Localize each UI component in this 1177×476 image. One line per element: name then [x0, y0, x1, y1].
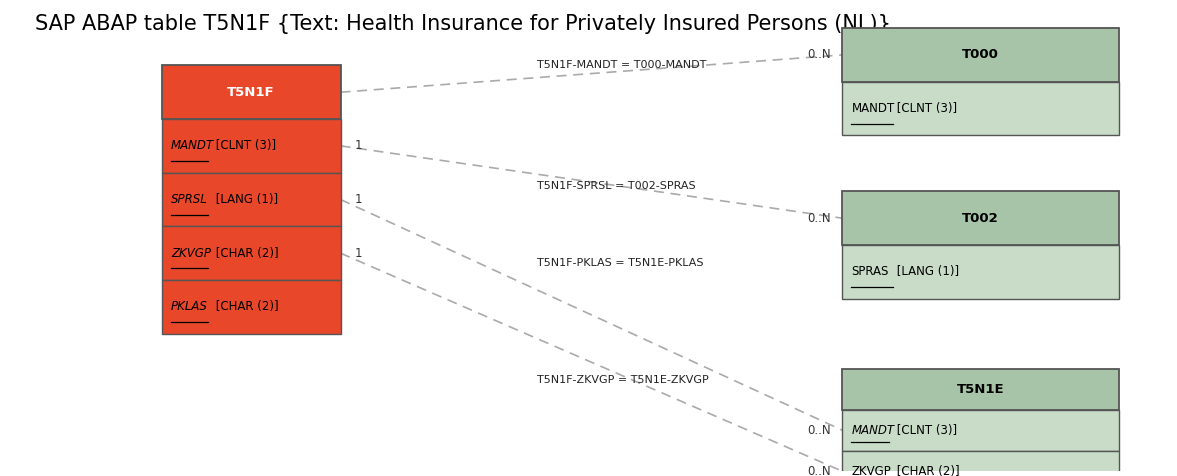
Bar [161, 227, 340, 280]
Text: ZKVGP: ZKVGP [171, 247, 211, 260]
Text: T5N1F-SPRSL = T002-SPRAS: T5N1F-SPRSL = T002-SPRAS [537, 181, 696, 191]
Text: ZKVGP: ZKVGP [851, 465, 891, 476]
Bar [161, 65, 340, 119]
Text: 1: 1 [354, 247, 361, 260]
Bar [843, 451, 1119, 476]
Bar [161, 119, 340, 173]
Text: [CLNT (3)]: [CLNT (3)] [893, 424, 957, 436]
Text: [CHAR (2)]: [CHAR (2)] [893, 465, 959, 476]
Text: 0..N: 0..N [807, 49, 831, 61]
Text: [LANG (1)]: [LANG (1)] [893, 265, 959, 278]
Text: SAP ABAP table T5N1F {Text: Health Insurance for Privately Insured Persons (NL)}: SAP ABAP table T5N1F {Text: Health Insur… [35, 14, 891, 34]
Bar [843, 410, 1119, 451]
Text: T5N1F-PKLAS = T5N1E-PKLAS: T5N1F-PKLAS = T5N1E-PKLAS [537, 258, 703, 268]
Bar [843, 82, 1119, 135]
Bar [843, 368, 1119, 410]
Bar [161, 280, 340, 334]
Text: 0..N: 0..N [807, 424, 831, 436]
Text: SPRAS: SPRAS [851, 265, 889, 278]
Text: T5N1E: T5N1E [957, 383, 1004, 396]
Bar [843, 191, 1119, 245]
Text: MANDT: MANDT [851, 102, 895, 115]
Text: [CLNT (3)]: [CLNT (3)] [893, 102, 957, 115]
Text: T5N1F-MANDT = T000-MANDT: T5N1F-MANDT = T000-MANDT [537, 60, 706, 70]
Text: [CHAR (2)]: [CHAR (2)] [213, 300, 279, 313]
Bar [843, 245, 1119, 298]
Bar [843, 28, 1119, 82]
Text: 1: 1 [354, 139, 361, 152]
Text: MANDT: MANDT [851, 424, 895, 436]
Text: 1: 1 [354, 193, 361, 206]
Text: T002: T002 [963, 212, 999, 225]
Text: [CHAR (2)]: [CHAR (2)] [213, 247, 279, 260]
Text: SPRSL: SPRSL [171, 193, 207, 206]
Text: 0..N: 0..N [807, 465, 831, 476]
Text: T5N1F: T5N1F [227, 86, 275, 99]
Text: [CLNT (3)]: [CLNT (3)] [213, 139, 277, 152]
Text: T5N1F-ZKVGP = T5N1E-ZKVGP: T5N1F-ZKVGP = T5N1E-ZKVGP [537, 375, 709, 385]
Bar [161, 173, 340, 227]
Text: T000: T000 [963, 49, 999, 61]
Text: MANDT: MANDT [171, 139, 214, 152]
Text: [LANG (1)]: [LANG (1)] [213, 193, 279, 206]
Text: PKLAS: PKLAS [171, 300, 208, 313]
Text: 0..N: 0..N [807, 212, 831, 225]
